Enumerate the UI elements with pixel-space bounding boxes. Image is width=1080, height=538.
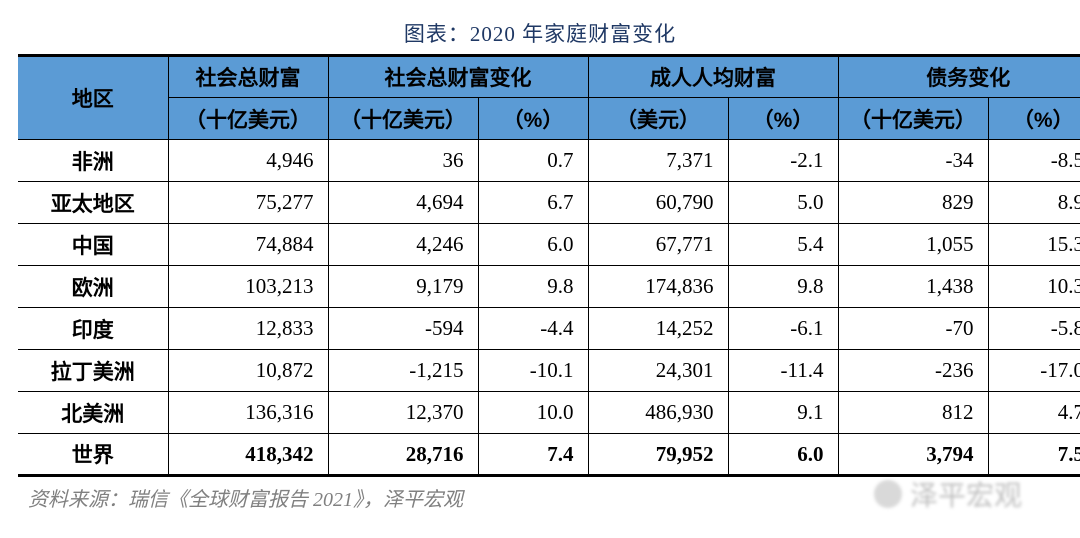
data-cell: -17.0 [988, 350, 1080, 392]
data-cell: 0.7 [478, 140, 588, 182]
data-cell: 829 [838, 182, 988, 224]
data-cell: 1,438 [838, 266, 988, 308]
header-group-1: 社会总财富变化 [328, 56, 588, 98]
table-row: 北美洲136,31612,37010.0486,9309.18124.7 [18, 392, 1080, 434]
data-cell: 9,179 [328, 266, 478, 308]
data-cell: 60,790 [588, 182, 728, 224]
data-cell: 15.3 [988, 224, 1080, 266]
header-sub-4: （%） [728, 98, 838, 140]
data-cell: 418,342 [168, 434, 328, 476]
region-cell: 世界 [18, 434, 168, 476]
header-sub-1: （十亿美元） [328, 98, 478, 140]
data-cell: 5.0 [728, 182, 838, 224]
data-cell: 4,946 [168, 140, 328, 182]
table-row: 拉丁美洲10,872-1,215-10.124,301-11.4-236-17.… [18, 350, 1080, 392]
data-cell: 812 [838, 392, 988, 434]
data-cell: 7.4 [478, 434, 588, 476]
region-cell: 亚太地区 [18, 182, 168, 224]
region-cell: 中国 [18, 224, 168, 266]
header-sub-3: （美元） [588, 98, 728, 140]
page-container: 图表：2020 年家庭财富变化 地区 社会总财富 社会总财富变化 成人人均财富 … [18, 18, 1062, 512]
header-sub-5: （十亿美元） [838, 98, 988, 140]
header-sub-0: （十亿美元） [168, 98, 328, 140]
table-caption: 图表：2020 年家庭财富变化 [18, 18, 1062, 48]
header-row-top: 地区 社会总财富 社会总财富变化 成人人均财富 债务变化 [18, 56, 1080, 98]
table-row: 亚太地区75,2774,6946.760,7905.08298.9 [18, 182, 1080, 224]
data-cell: 6.0 [728, 434, 838, 476]
header-row-sub: （十亿美元） （十亿美元） （%） （美元） （%） （十亿美元） （%） [18, 98, 1080, 140]
region-cell: 北美洲 [18, 392, 168, 434]
data-cell: 136,316 [168, 392, 328, 434]
data-cell: 75,277 [168, 182, 328, 224]
data-cell: -5.8 [988, 308, 1080, 350]
data-cell: 12,370 [328, 392, 478, 434]
data-cell: -2.1 [728, 140, 838, 182]
data-cell: 4.7 [988, 392, 1080, 434]
source-note: 资料来源：瑞信《全球财富报告 2021》，泽平宏观 [18, 483, 1062, 512]
data-cell: 1,055 [838, 224, 988, 266]
data-cell: 10,872 [168, 350, 328, 392]
region-cell: 印度 [18, 308, 168, 350]
data-cell: 103,213 [168, 266, 328, 308]
data-cell: -10.1 [478, 350, 588, 392]
header-sub-2: （%） [478, 98, 588, 140]
data-cell: -11.4 [728, 350, 838, 392]
data-cell: 9.8 [478, 266, 588, 308]
data-cell: 10.0 [478, 392, 588, 434]
header-group-0: 社会总财富 [168, 56, 328, 98]
data-cell: -4.4 [478, 308, 588, 350]
data-cell: 12,833 [168, 308, 328, 350]
table-row: 欧洲103,2139,1799.8174,8369.81,43810.3 [18, 266, 1080, 308]
data-cell: 28,716 [328, 434, 478, 476]
data-cell: 67,771 [588, 224, 728, 266]
data-cell: 24,301 [588, 350, 728, 392]
data-cell: 4,246 [328, 224, 478, 266]
data-cell: -70 [838, 308, 988, 350]
data-cell: 36 [328, 140, 478, 182]
data-cell: 9.1 [728, 392, 838, 434]
data-cell: 5.4 [728, 224, 838, 266]
data-cell: 74,884 [168, 224, 328, 266]
wealth-table: 地区 社会总财富 社会总财富变化 成人人均财富 债务变化 （十亿美元） （十亿美… [18, 54, 1080, 477]
data-cell: 7.5 [988, 434, 1080, 476]
data-cell: 8.9 [988, 182, 1080, 224]
data-cell: 79,952 [588, 434, 728, 476]
table-row: 印度12,833-594-4.414,252-6.1-70-5.8 [18, 308, 1080, 350]
data-cell: -8.5 [988, 140, 1080, 182]
data-cell: 174,836 [588, 266, 728, 308]
region-cell: 非洲 [18, 140, 168, 182]
data-cell: 6.7 [478, 182, 588, 224]
region-cell: 拉丁美洲 [18, 350, 168, 392]
header-group-3: 债务变化 [838, 56, 1080, 98]
data-cell: -34 [838, 140, 988, 182]
region-cell: 欧洲 [18, 266, 168, 308]
data-cell: 486,930 [588, 392, 728, 434]
data-cell: 14,252 [588, 308, 728, 350]
table-row: 非洲4,946360.77,371-2.1-34-8.5 [18, 140, 1080, 182]
header-sub-6: （%） [988, 98, 1080, 140]
table-row: 中国74,8844,2466.067,7715.41,05515.3 [18, 224, 1080, 266]
data-cell: -236 [838, 350, 988, 392]
data-cell: 4,694 [328, 182, 478, 224]
table-row: 世界418,34228,7167.479,9526.03,7947.5 [18, 434, 1080, 476]
data-cell: 9.8 [728, 266, 838, 308]
data-cell: 7,371 [588, 140, 728, 182]
data-cell: 10.3 [988, 266, 1080, 308]
data-cell: 3,794 [838, 434, 988, 476]
data-cell: -1,215 [328, 350, 478, 392]
header-group-2: 成人人均财富 [588, 56, 838, 98]
header-region: 地区 [18, 56, 168, 140]
data-cell: -594 [328, 308, 478, 350]
data-cell: 6.0 [478, 224, 588, 266]
data-cell: -6.1 [728, 308, 838, 350]
